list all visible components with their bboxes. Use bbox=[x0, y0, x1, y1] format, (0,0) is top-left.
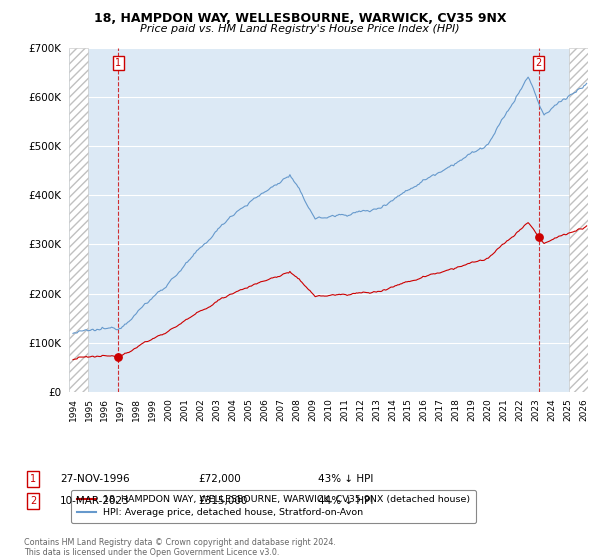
Text: £72,000: £72,000 bbox=[198, 474, 241, 484]
Text: 18, HAMPDON WAY, WELLESBOURNE, WARWICK, CV35 9NX: 18, HAMPDON WAY, WELLESBOURNE, WARWICK, … bbox=[94, 12, 506, 25]
Text: 2: 2 bbox=[30, 496, 36, 506]
Point bbox=[534, 232, 544, 241]
Text: 27-NOV-1996: 27-NOV-1996 bbox=[60, 474, 130, 484]
Text: 1: 1 bbox=[30, 474, 36, 484]
Text: 44% ↓ HPI: 44% ↓ HPI bbox=[318, 496, 373, 506]
Text: 10-MAR-2023: 10-MAR-2023 bbox=[60, 496, 130, 506]
Text: 1: 1 bbox=[115, 58, 121, 68]
Text: £315,000: £315,000 bbox=[198, 496, 247, 506]
Text: 43% ↓ HPI: 43% ↓ HPI bbox=[318, 474, 373, 484]
Text: Price paid vs. HM Land Registry's House Price Index (HPI): Price paid vs. HM Land Registry's House … bbox=[140, 24, 460, 34]
Text: Contains HM Land Registry data © Crown copyright and database right 2024.
This d: Contains HM Land Registry data © Crown c… bbox=[24, 538, 336, 557]
Text: 2: 2 bbox=[536, 58, 542, 68]
Point bbox=[113, 352, 123, 361]
Legend: 18, HAMPDON WAY, WELLESBOURNE, WARWICK, CV35 9NX (detached house), HPI: Average : 18, HAMPDON WAY, WELLESBOURNE, WARWICK, … bbox=[71, 489, 476, 523]
